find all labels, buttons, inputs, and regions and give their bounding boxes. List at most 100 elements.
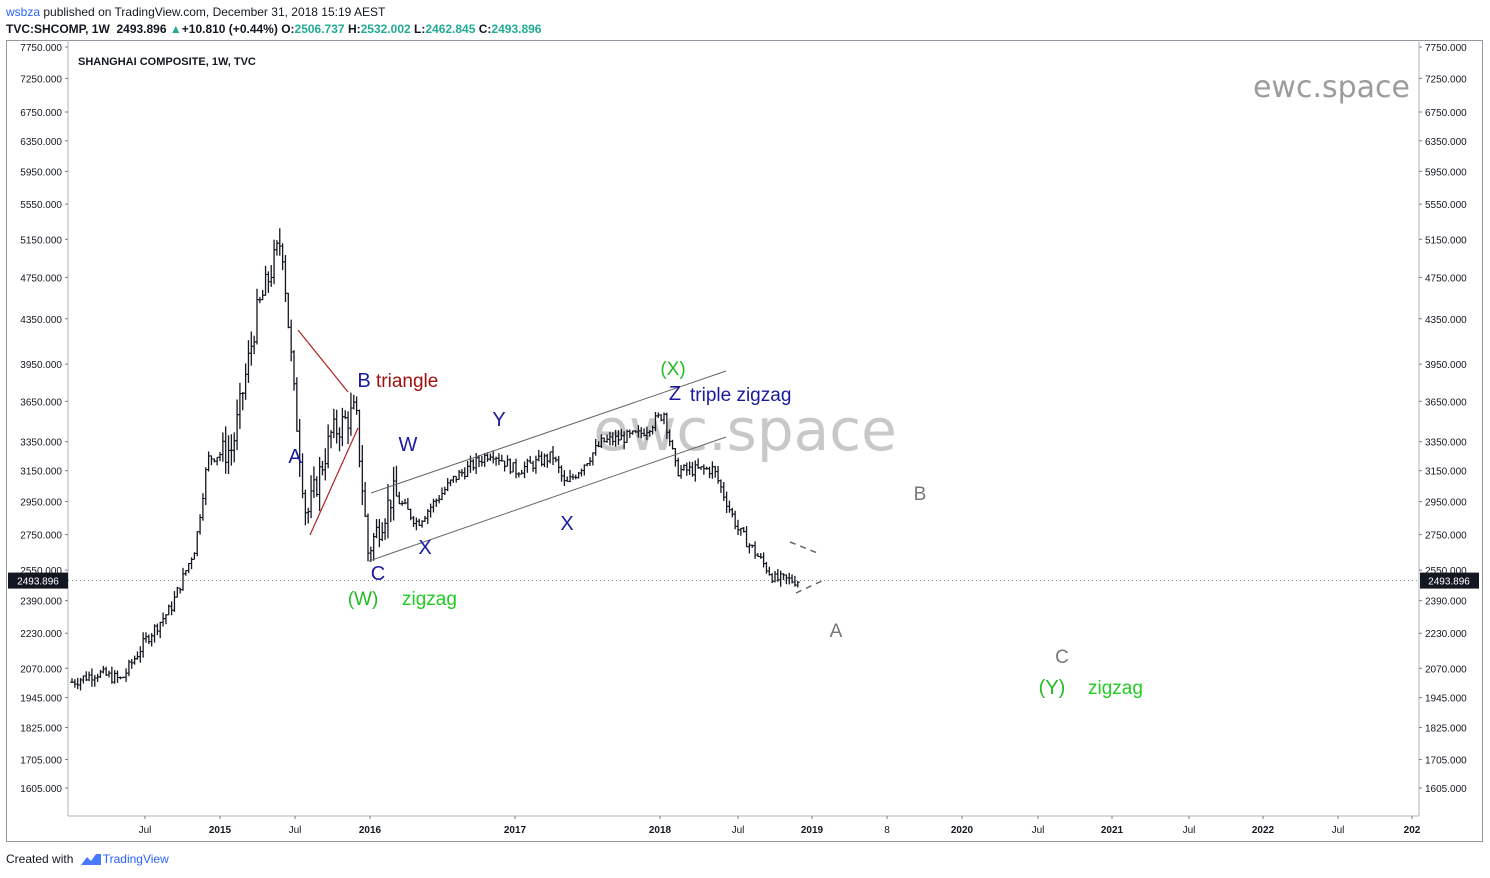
wave-label: C xyxy=(371,563,385,585)
last-price-badge-left xyxy=(8,572,68,589)
y-tick-label-left: 4750.000 xyxy=(20,273,62,284)
channel-upper-line xyxy=(370,370,727,494)
watermark-small: ewc.space xyxy=(1253,70,1410,105)
x-tick-label: 2019 xyxy=(801,825,824,836)
y-tick-label-left: 2390.000 xyxy=(20,597,62,608)
y-tick-label-right: 5550.000 xyxy=(1425,200,1467,211)
channel-lower-line xyxy=(368,436,727,562)
chart-frame xyxy=(6,40,1483,842)
last-price-label-left: 2493.896 xyxy=(17,577,59,588)
y-tick-label-left: 1945.000 xyxy=(20,694,62,705)
wave-label: B xyxy=(357,370,370,392)
y-tick-label-right: 7750.000 xyxy=(1425,43,1467,54)
y-tick-label-right: 2750.000 xyxy=(1425,531,1467,542)
wave-label: Z xyxy=(669,383,681,405)
y-tick-label-left: 3950.000 xyxy=(20,360,62,371)
candles-group xyxy=(70,228,800,691)
y-tick-label-right: 7250.000 xyxy=(1425,74,1467,85)
wave-label: triple zigzag xyxy=(690,385,791,406)
x-tick-label: 2015 xyxy=(209,825,232,836)
x-tick-label: Jul xyxy=(289,825,302,836)
y-tick-label-right: 4750.000 xyxy=(1425,273,1467,284)
y-tick-label-right: 2070.000 xyxy=(1425,664,1467,675)
close-label: C: xyxy=(478,22,492,36)
y-tick-label-left: 1825.000 xyxy=(20,724,62,735)
x-tick-label: 202 xyxy=(1404,825,1421,836)
wave-labels-group: A B triangle C (W) zigzag W X Y X Z triple zigzag(X… xyxy=(288,359,1143,699)
high-value: 2532.002 xyxy=(360,22,411,36)
symbol-label: TVC:SHCOMP, 1W xyxy=(6,22,110,36)
tradingview-link[interactable]: TradingView xyxy=(102,852,169,866)
y-tick-label-left: 7250.000 xyxy=(20,74,62,85)
y-tick-label-right: 6750.000 xyxy=(1425,108,1467,119)
change-value: +10.810 (+0.44%) xyxy=(181,22,278,36)
wave-label: A xyxy=(288,446,302,468)
footer: Created with TradingView xyxy=(6,852,169,866)
wave-label: (W) xyxy=(348,589,379,610)
ohlc-line: TVC:SHCOMP, 1W 2493.896 ▲+10.810 (+0.44%… xyxy=(6,22,541,36)
last-price: 2493.896 xyxy=(116,22,167,36)
y-tick-label-left: 5150.000 xyxy=(20,235,62,246)
y-tick-label-left: 6350.000 xyxy=(20,137,62,148)
last-price-badge-right xyxy=(1420,572,1479,589)
wave-label: zigzag xyxy=(402,589,457,610)
x-tick-label: 2022 xyxy=(1252,825,1275,836)
y-tick-label-right: 2550.000 xyxy=(1425,566,1467,577)
projection-lower-line xyxy=(795,579,825,594)
x-tick-label: 2017 xyxy=(504,825,527,836)
y-tick-label-right: 6350.000 xyxy=(1425,137,1467,148)
y-tick-label-right: 2230.000 xyxy=(1425,629,1467,640)
triangle-upper-line xyxy=(297,329,349,393)
open-label: O: xyxy=(281,22,295,36)
x-tick-label: Jul xyxy=(732,825,745,836)
x-tick-label: 8 xyxy=(884,825,890,836)
low-value: 2462.845 xyxy=(425,22,476,36)
wave-label: X xyxy=(418,537,431,559)
y-tick-label-right: 4350.000 xyxy=(1425,315,1467,326)
y-tick-label-right: 1705.000 xyxy=(1425,756,1467,767)
low-label: L: xyxy=(414,22,426,36)
change-arrow-icon: ▲ xyxy=(169,22,182,36)
y-tick-label-left: 3650.000 xyxy=(20,397,62,408)
y-tick-label-left: 7750.000 xyxy=(20,43,62,54)
wave-label: triangle xyxy=(376,371,438,392)
open-value: 2506.737 xyxy=(294,22,345,36)
wave-label: Y xyxy=(492,409,505,431)
y-tick-label-right: 2950.000 xyxy=(1425,498,1467,509)
author-link[interactable]: wsbza xyxy=(6,5,41,19)
publish-text: published on TradingView.com, December 3… xyxy=(43,5,386,19)
wave-label: (Y) xyxy=(1039,677,1066,699)
projection-upper-line xyxy=(789,541,821,555)
triangle-lower-line xyxy=(309,427,359,536)
created-with-text: Created with xyxy=(6,852,74,866)
wave-label: A xyxy=(830,621,843,642)
y-tick-label-left: 5950.000 xyxy=(20,167,62,178)
x-tick-label: 2016 xyxy=(359,825,382,836)
x-tick-label: 2018 xyxy=(649,825,672,836)
tradingview-logo-icon xyxy=(80,854,101,866)
y-tick-label-left: 2550.000 xyxy=(20,566,62,577)
y-tick-label-right: 1605.000 xyxy=(1425,784,1467,795)
x-tick-label: 2021 xyxy=(1101,825,1124,836)
x-tick-label: Jul xyxy=(1032,825,1045,836)
wave-label: W xyxy=(399,434,418,456)
y-tick-label-left: 2070.000 xyxy=(20,664,62,675)
y-tick-label-left: 3350.000 xyxy=(20,438,62,449)
y-tick-label-right: 3350.000 xyxy=(1425,438,1467,449)
y-tick-label-right: 5150.000 xyxy=(1425,235,1467,246)
y-tick-label-right: 3650.000 xyxy=(1425,397,1467,408)
y-tick-label-left: 3150.000 xyxy=(20,467,62,478)
wave-label: (X) xyxy=(660,359,685,380)
y-tick-label-right: 1945.000 xyxy=(1425,694,1467,705)
y-tick-label-left: 4350.000 xyxy=(20,315,62,326)
x-tick-label: 2020 xyxy=(951,825,974,836)
x-tick-label: Jul xyxy=(1183,825,1196,836)
y-tick-label-right: 2390.000 xyxy=(1425,597,1467,608)
last-price-label-right: 2493.896 xyxy=(1428,577,1470,588)
y-tick-label-left: 6750.000 xyxy=(20,108,62,119)
wave-label: zigzag xyxy=(1088,678,1143,699)
y-tick-label-right: 3150.000 xyxy=(1425,467,1467,478)
x-tick-label: Jul xyxy=(139,825,152,836)
wave-label: B xyxy=(914,484,927,505)
